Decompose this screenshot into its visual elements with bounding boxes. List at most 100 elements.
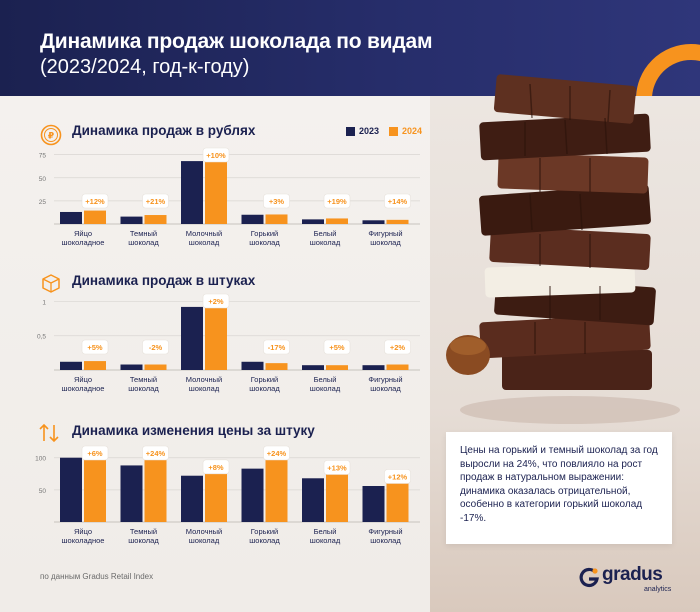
growth-badge xyxy=(81,193,109,209)
growth-badge-label: -2% xyxy=(149,343,163,352)
bar-2024 xyxy=(386,481,409,522)
y-tick-label: 50 xyxy=(39,488,47,495)
bar-2024 xyxy=(265,214,288,224)
category-label: шоколад xyxy=(189,238,220,247)
legend-label-2024: 2024 xyxy=(402,126,423,136)
category-label: Горький xyxy=(251,375,278,384)
growth-badge-label: +2% xyxy=(390,343,406,352)
category-label: шоколад xyxy=(370,536,401,545)
growth-badge-label: +5% xyxy=(329,343,345,352)
source-footnote: по данным Gradus Retail Index xyxy=(40,572,154,581)
growth-badge-label: +13% xyxy=(327,464,347,473)
growth-badge-label: +24% xyxy=(267,449,287,458)
growth-badge xyxy=(142,193,169,209)
svg-text:₽: ₽ xyxy=(48,131,54,141)
section-title-units: Динамика продаж в штуках xyxy=(72,273,256,288)
growth-badge-label: +21% xyxy=(146,197,166,206)
header-banner: Динамика продаж шоколада по видам (2023/… xyxy=(0,0,700,96)
growth-badge xyxy=(202,147,230,163)
category-label: Фигурный xyxy=(368,375,402,384)
bar-2024 xyxy=(144,364,167,370)
category-label: шоколад xyxy=(310,536,341,545)
y-tick-label: 75 xyxy=(39,153,47,160)
bar-2023 xyxy=(181,161,203,224)
bar-2023 xyxy=(241,468,264,522)
bar-2023 xyxy=(302,365,324,370)
y-tick-label: 50 xyxy=(39,176,47,183)
chart-sales-units: 10,5+5%Яйцошоколадное-2%Темныйшоколад+2%… xyxy=(37,293,420,393)
y-tick-label: 1 xyxy=(42,299,46,306)
bar-2023 xyxy=(362,220,385,224)
category-label: шоколад xyxy=(249,536,280,545)
category-label: Горький xyxy=(251,527,278,536)
section-title-price: Динамика изменения цены за штуку xyxy=(72,423,315,438)
bar-2023 xyxy=(120,465,143,522)
growth-badge xyxy=(384,339,411,355)
info-note-text: Цены на горький и темный шоколад за год … xyxy=(460,445,658,524)
section-title-rubles: Динамика продаж в рублях xyxy=(72,123,256,138)
bar-2024 xyxy=(84,361,106,370)
bar-2023 xyxy=(302,219,324,224)
bar-2024 xyxy=(326,218,348,224)
category-label: Темный xyxy=(130,375,157,384)
growth-badge-label: +12% xyxy=(388,473,408,482)
growth-badge-label: +2% xyxy=(208,297,224,306)
growth-badge xyxy=(263,445,290,461)
growth-badge xyxy=(81,339,109,355)
category-label: шоколад xyxy=(189,536,220,545)
category-label: Яйцо xyxy=(74,527,92,536)
category-label: Белый xyxy=(314,527,337,536)
growth-badge xyxy=(323,193,351,209)
category-label: шоколадное xyxy=(62,384,105,393)
growth-badge-label: +12% xyxy=(85,197,105,206)
bar-2023 xyxy=(60,457,82,522)
growth-badge-label: +10% xyxy=(206,151,226,160)
bar-2023 xyxy=(241,361,264,370)
category-label: Яйцо xyxy=(74,375,92,384)
category-label: шоколад xyxy=(249,384,280,393)
category-label: Темный xyxy=(130,527,157,536)
price-arrows-icon xyxy=(39,423,59,443)
bar-2024 xyxy=(326,472,348,522)
category-label: шоколад xyxy=(370,238,401,247)
bar-2024 xyxy=(265,363,288,370)
legend-swatch-2023 xyxy=(346,126,355,136)
bar-2024 xyxy=(326,365,348,370)
bar-2024 xyxy=(265,455,288,522)
bar-2023 xyxy=(181,306,203,370)
bar-2024 xyxy=(205,471,227,522)
bar-2024 xyxy=(84,453,106,522)
category-label: шоколад xyxy=(310,238,341,247)
category-label: шоколадное xyxy=(62,238,105,247)
growth-badge-label: +24% xyxy=(146,449,166,458)
growth-badge xyxy=(384,469,411,484)
category-label: Молочный xyxy=(186,527,222,536)
bar-2024 xyxy=(84,210,106,224)
gradus-logo-icon xyxy=(579,567,599,588)
category-label: шоколад xyxy=(310,384,341,393)
bar-2023 xyxy=(60,211,82,224)
y-tick-label: 25 xyxy=(39,199,47,206)
bar-2024 xyxy=(144,215,167,224)
category-label: Белый xyxy=(314,229,337,238)
info-note: Цены на горький и темный шоколад за год … xyxy=(446,432,672,544)
chart-legend: 2023 2024 xyxy=(346,126,422,136)
category-label: Горький xyxy=(251,229,278,238)
category-label: шоколадное xyxy=(62,536,105,545)
category-label: Темный xyxy=(130,229,157,238)
chart-price-per-unit: 10050+6%Яйцошоколадное+24%Темныйшоколад+… xyxy=(35,445,420,545)
box-icon xyxy=(42,274,60,293)
growth-badge xyxy=(202,293,230,309)
page-title: Динамика продаж шоколада по видам xyxy=(40,30,433,53)
growth-badge xyxy=(142,339,169,355)
logo-subtitle: analytics xyxy=(644,586,672,593)
category-label: шоколад xyxy=(128,238,159,247)
bar-2024 xyxy=(205,154,227,224)
growth-badge xyxy=(263,193,290,209)
bar-2024 xyxy=(386,364,409,370)
category-label: шоколад xyxy=(249,238,280,247)
category-label: шоколад xyxy=(128,536,159,545)
bar-2023 xyxy=(181,475,203,522)
category-label: шоколад xyxy=(370,384,401,393)
